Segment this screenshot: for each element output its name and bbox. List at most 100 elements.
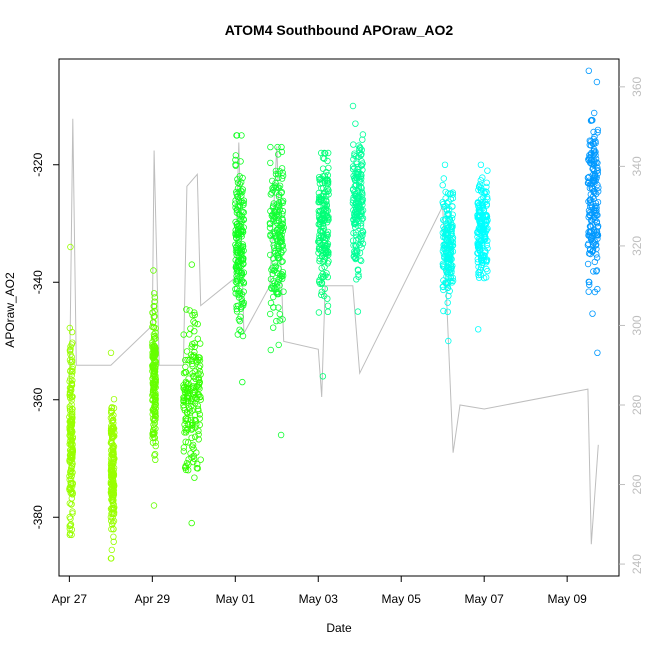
x-tick-label: May 03	[299, 592, 339, 606]
data-point	[149, 406, 156, 414]
data-point	[188, 343, 195, 350]
data-point	[240, 255, 247, 262]
data-point	[321, 254, 328, 261]
data-point	[447, 190, 454, 197]
data-point	[477, 264, 485, 271]
data-point	[182, 429, 190, 436]
data-point	[271, 207, 278, 215]
data-point	[182, 466, 190, 474]
data-point	[355, 173, 362, 180]
data-point	[584, 179, 592, 187]
data-point	[232, 231, 239, 238]
data-point	[66, 486, 73, 494]
data-point	[184, 439, 192, 446]
chart-title: ATOM4 Southbound APOraw_AO2	[225, 22, 454, 38]
data-point	[591, 258, 598, 266]
data-point	[444, 211, 451, 219]
data-point	[480, 207, 488, 214]
data-point	[181, 421, 188, 428]
data-point	[69, 405, 76, 413]
data-point	[324, 214, 331, 221]
data-point	[240, 299, 248, 307]
data-point	[278, 148, 286, 156]
data-point	[474, 241, 481, 248]
data-point	[67, 359, 74, 366]
y-right-tick-label: 260	[630, 474, 644, 494]
data-point	[68, 357, 76, 364]
data-point	[110, 464, 118, 472]
data-point	[483, 274, 490, 281]
data-point	[232, 278, 240, 285]
data-point	[443, 199, 451, 207]
data-point	[356, 249, 364, 257]
data-point	[69, 469, 76, 476]
data-point	[239, 378, 246, 386]
data-point	[275, 304, 282, 311]
data-point	[107, 505, 115, 513]
data-point	[355, 267, 362, 274]
data-point	[594, 235, 601, 242]
data-point	[591, 157, 598, 165]
data-point	[110, 533, 117, 540]
data-point	[267, 232, 274, 239]
data-point	[108, 504, 115, 512]
data-point	[67, 375, 74, 383]
data-point	[235, 261, 242, 268]
data-point	[443, 253, 450, 260]
data-point	[238, 298, 246, 305]
data-point	[272, 285, 279, 292]
data-point	[440, 307, 447, 315]
flight-points-2	[107, 349, 118, 562]
data-point	[239, 188, 246, 195]
data-point	[182, 464, 189, 471]
data-point	[279, 258, 286, 265]
data-point	[278, 224, 286, 232]
data-point	[441, 244, 448, 251]
data-point	[237, 313, 244, 320]
data-point	[316, 208, 323, 216]
data-point	[324, 176, 332, 184]
data-point	[481, 227, 488, 234]
data-point	[595, 188, 602, 195]
data-point	[273, 233, 280, 241]
data-point	[316, 180, 324, 187]
flight-points-4	[180, 261, 204, 527]
data-point	[447, 277, 454, 285]
data-point	[358, 210, 365, 217]
data-point	[593, 268, 600, 275]
data-point	[68, 439, 75, 446]
data-point	[275, 341, 282, 349]
data-point	[238, 277, 245, 284]
data-point	[240, 209, 247, 216]
data-point	[351, 220, 358, 228]
data-point	[238, 132, 245, 139]
data-point	[196, 411, 203, 418]
data-point	[440, 277, 447, 284]
data-point	[316, 231, 323, 239]
data-point	[278, 248, 285, 255]
data-point	[150, 405, 157, 412]
data-point	[586, 196, 594, 203]
data-point	[351, 174, 358, 182]
data-point	[151, 298, 158, 305]
x-tick-label: May 01	[216, 592, 256, 606]
data-point	[191, 311, 198, 319]
data-point	[191, 320, 199, 327]
data-point	[109, 444, 116, 452]
data-point	[278, 143, 285, 151]
data-point	[319, 373, 327, 380]
data-point	[68, 501, 75, 508]
data-point	[194, 402, 201, 409]
data-point	[151, 353, 158, 360]
data-point	[267, 346, 274, 354]
data-point	[110, 396, 118, 403]
data-point	[444, 284, 452, 292]
data-point	[323, 202, 330, 209]
data-point	[352, 120, 359, 127]
data-point	[237, 158, 244, 165]
data-point	[68, 341, 75, 348]
data-point	[592, 202, 600, 210]
data-point	[274, 203, 281, 210]
data-point	[325, 149, 332, 157]
data-point	[352, 242, 359, 249]
